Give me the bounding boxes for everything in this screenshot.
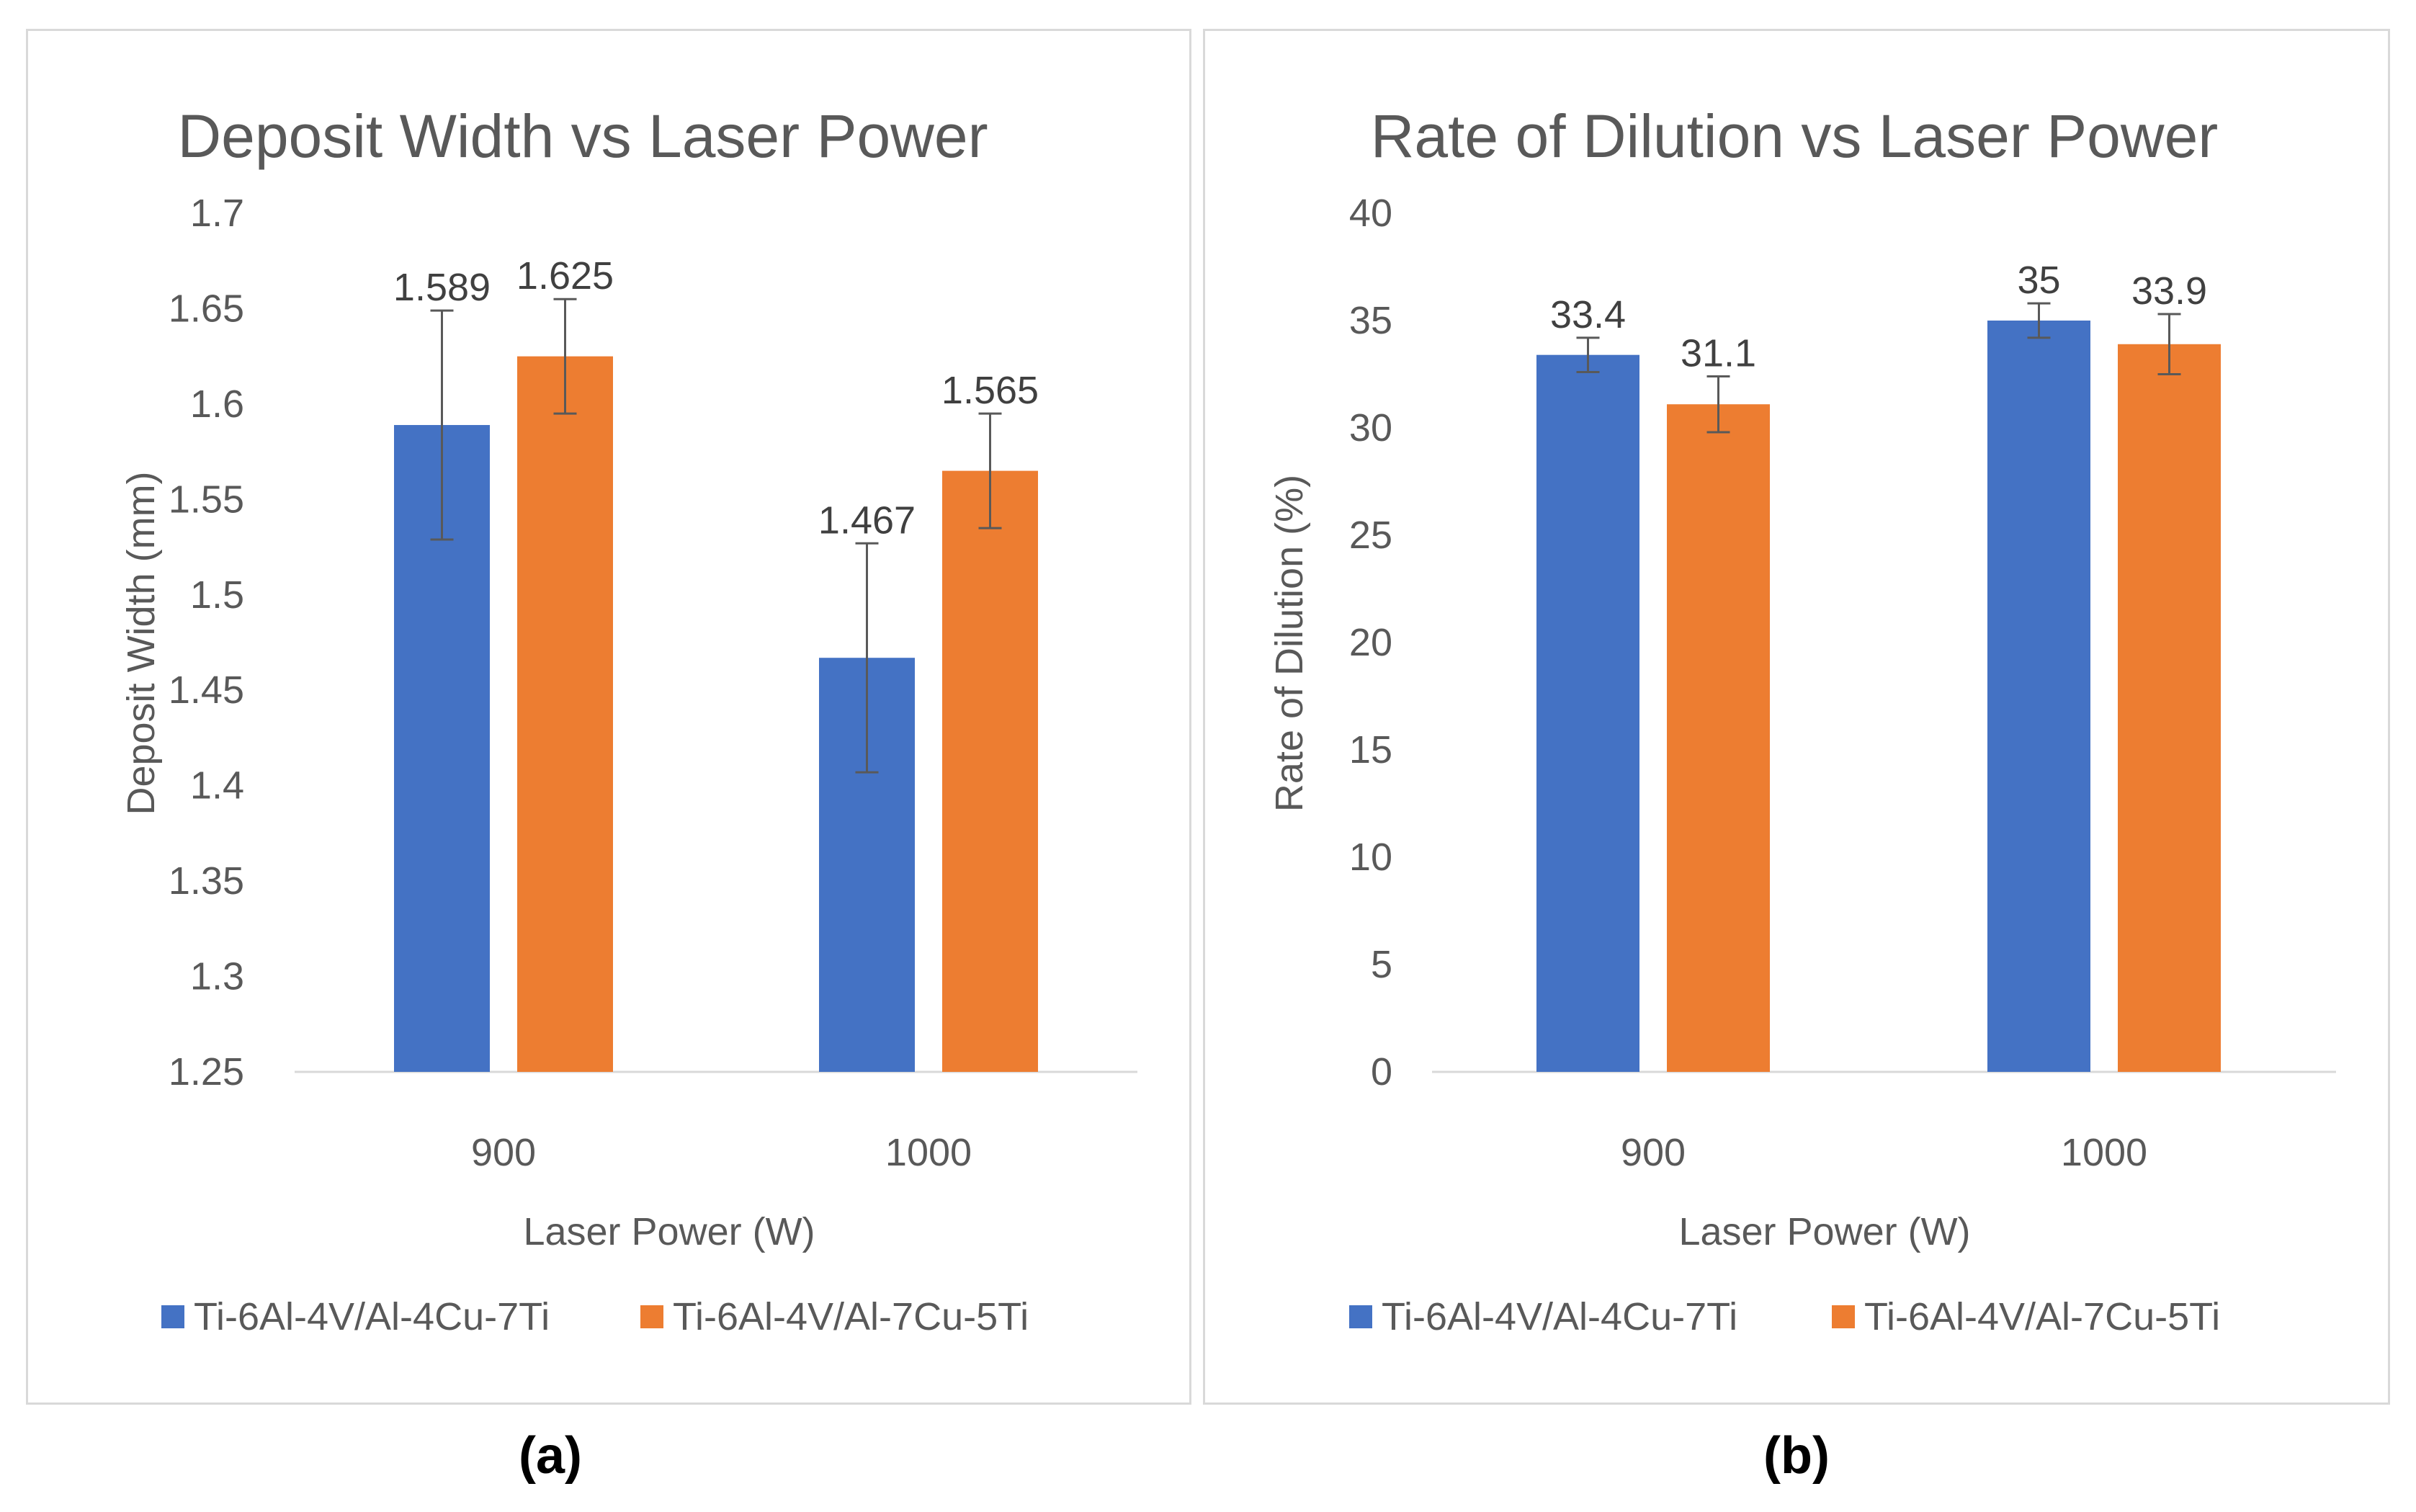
- legend-swatch: [1349, 1305, 1372, 1328]
- data-label: 1.565: [941, 369, 1039, 412]
- y-tick-label: 1.4: [190, 764, 244, 808]
- data-label: 1.467: [818, 498, 916, 542]
- chart-title: Rate of Dilution vs Laser Power: [1371, 102, 2219, 170]
- y-axis-label: Rate of Dilution (%): [1268, 475, 1311, 812]
- chart-panel-deposit-width: Deposit Width vs Laser Power 1.25 1.3 1.35 1…: [26, 29, 1191, 1405]
- bar: [1536, 354, 1639, 1072]
- deposit-width-chart: Deposit Width vs Laser Power 1.25 1.3 1.35 1…: [120, 102, 1137, 1338]
- bar: [1987, 321, 2090, 1072]
- y-tick-label: 5: [1371, 943, 1392, 986]
- y-tick-label: 0: [1371, 1050, 1392, 1093]
- caption-a: (a): [519, 1427, 582, 1485]
- y-tick-label: 1.45: [169, 668, 244, 712]
- y-tick-label: 20: [1349, 621, 1392, 664]
- chart-panel-rate-of-dilution: Rate of Dilution vs Laser Power 0 5 10 15 20 2…: [1203, 29, 2390, 1405]
- data-label: 31.1: [1681, 331, 1756, 375]
- legend-label: Ti-6Al-4V/Al-7Cu-5Ti: [1864, 1295, 2220, 1338]
- y-tick-label: 1.6: [190, 383, 244, 426]
- bar: [517, 356, 613, 1073]
- data-label: 33.9: [2131, 269, 2207, 313]
- legend-label: Ti-6Al-4V/Al-4Cu-7Ti: [1382, 1295, 1737, 1338]
- x-tick-label: 900: [1621, 1131, 1686, 1174]
- y-tick-label: 1.5: [190, 573, 244, 617]
- x-tick-label: 1000: [2061, 1131, 2147, 1174]
- y-tick-label: 1.65: [169, 287, 244, 330]
- y-tick-label: 30: [1349, 406, 1392, 449]
- y-tick-label: 1.7: [190, 192, 244, 235]
- y-tick-label: 25: [1349, 514, 1392, 557]
- y-tick-label: 10: [1349, 836, 1392, 879]
- bar: [1667, 404, 1770, 1072]
- y-tick-label: 1.3: [190, 955, 244, 998]
- legend-swatch: [1832, 1305, 1855, 1328]
- legend-label: Ti-6Al-4V/Al-7Cu-5Ti: [673, 1295, 1029, 1338]
- y-axis-label: Deposit Width (mm): [120, 471, 163, 815]
- y-tick-label: 1.55: [169, 478, 244, 521]
- y-tick-label: 35: [1349, 299, 1392, 342]
- y-tick-label: 1.35: [169, 859, 244, 903]
- data-label: 1.589: [393, 266, 491, 309]
- x-tick-label: 900: [471, 1131, 536, 1174]
- caption-b: (b): [1763, 1427, 1830, 1485]
- x-axis-label: Laser Power (W): [1678, 1210, 1970, 1253]
- x-axis-label: Laser Power (W): [523, 1210, 815, 1253]
- bar: [942, 470, 1038, 1072]
- legend-label: Ti-6Al-4V/Al-4Cu-7Ti: [194, 1295, 550, 1338]
- y-tick-label: 1.25: [169, 1050, 244, 1093]
- chart-title: Deposit Width vs Laser Power: [177, 102, 988, 170]
- y-tick-label: 15: [1349, 728, 1392, 771]
- x-tick-label: 1000: [885, 1131, 972, 1174]
- data-label: 1.625: [516, 254, 614, 298]
- legend-swatch: [161, 1305, 184, 1328]
- data-label: 35: [2017, 259, 2060, 302]
- legend-swatch: [640, 1305, 663, 1328]
- rate-of-dilution-chart: Rate of Dilution vs Laser Power 0 5 10 15 20 2…: [1268, 102, 2336, 1338]
- data-label: 33.4: [1550, 293, 1626, 336]
- bar: [2118, 344, 2221, 1072]
- y-tick-label: 40: [1349, 192, 1392, 235]
